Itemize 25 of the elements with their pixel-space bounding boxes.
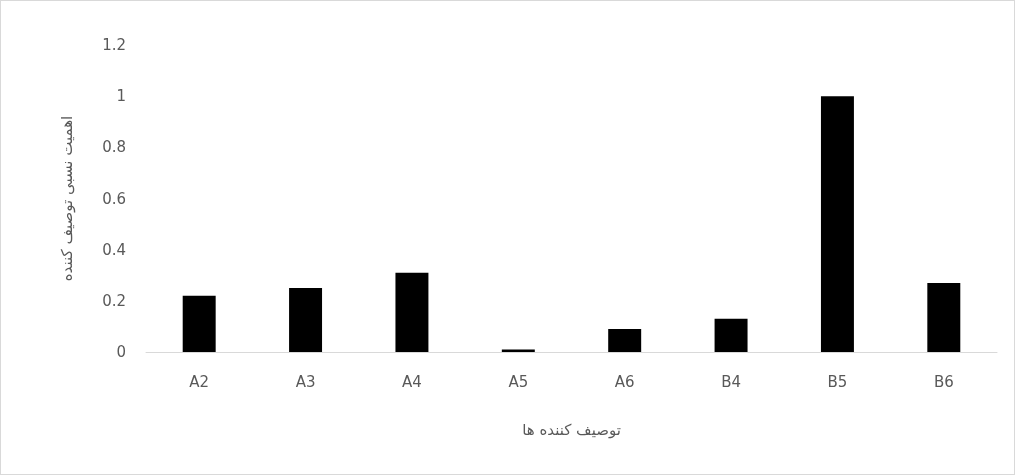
y-tick-label: 0.4 [102, 240, 126, 259]
x-tick-label: A3 [295, 372, 316, 391]
y-tick-label: 0 [116, 343, 126, 361]
x-tick-label: A4 [402, 372, 422, 391]
x-tick-label: B5 [827, 372, 848, 391]
y-axis-title: اهمیت نسبی توصیف کننده [57, 115, 76, 282]
x-tick-label: A5 [508, 372, 529, 391]
y-tick-label: 0.2 [102, 291, 126, 310]
bar [927, 282, 961, 352]
y-tick-label: 0.6 [102, 189, 126, 208]
x-tick-label: A2 [189, 372, 210, 391]
bar [395, 272, 429, 352]
bar [182, 295, 216, 352]
bar [714, 318, 748, 352]
bar [501, 349, 535, 352]
y-tick-label: 1.2 [102, 36, 126, 54]
x-axis-title: توصیف کننده ها [522, 420, 621, 439]
bar [820, 96, 854, 352]
y-tick-label: 0.8 [102, 138, 126, 157]
bar [289, 288, 323, 352]
bar [608, 328, 642, 352]
x-tick-label: B6 [933, 372, 954, 391]
x-tick-label: B4 [721, 372, 741, 391]
y-tick-label: 1 [116, 87, 126, 106]
x-tick-label: A6 [614, 372, 635, 391]
